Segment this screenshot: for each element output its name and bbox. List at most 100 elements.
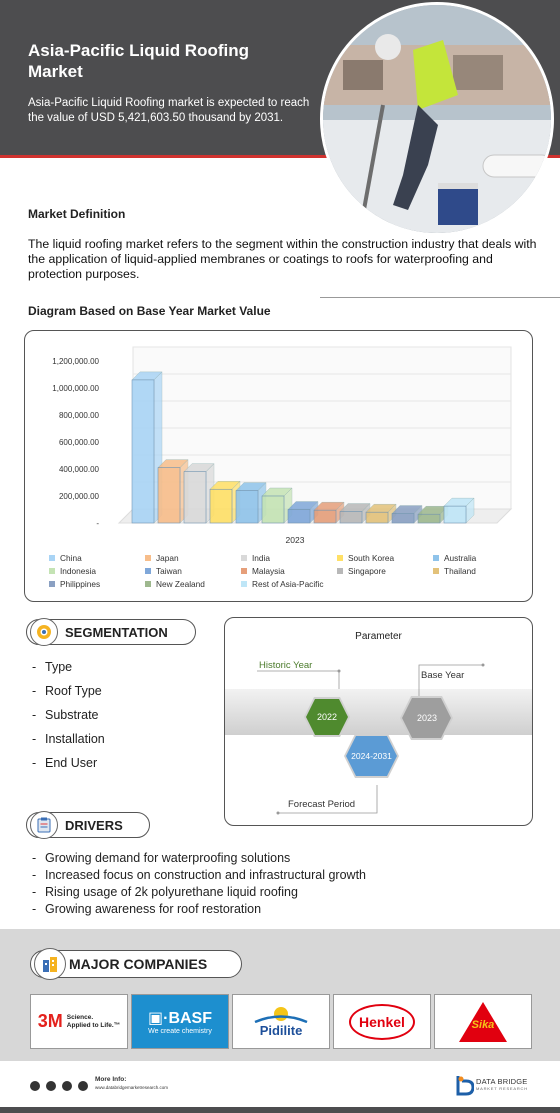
legend-swatch: [337, 568, 343, 574]
brand-name: DATA BRIDGE: [476, 1077, 528, 1086]
pidilite-logo: Pidilite: [232, 994, 330, 1049]
forecast-period-value: 2024-2031: [351, 751, 392, 761]
data-bridge-logo: DATA BRIDGE MARKET RESEARCH: [456, 1072, 546, 1098]
footer: More Info: www.databridgemarketresearch.…: [0, 1061, 560, 1113]
brand-subtitle: MARKET RESEARCH: [476, 1086, 528, 1091]
y-tick-label: 400,000.00: [59, 465, 100, 474]
twitter-icon[interactable]: [62, 1081, 72, 1091]
major-companies-pill: MAJOR COMPANIES: [30, 948, 242, 980]
chart-legend: China Japan India South Korea Australia Indon…: [49, 553, 519, 589]
y-tick-label: 800,000.00: [59, 411, 100, 420]
legend-label: Thailand: [444, 566, 476, 576]
hero-worker-photo: [320, 2, 554, 236]
legend-label: Malaysia: [252, 566, 285, 576]
drivers-list: Growing demand for waterproofing solutio…: [32, 851, 366, 919]
legend-item: Japan: [145, 553, 241, 563]
pidilite-sun-icon: [254, 1007, 308, 1023]
parameter-panel: Parameter Historic Year Base Year Foreca…: [224, 617, 533, 826]
legend-item: South Korea: [337, 553, 433, 563]
legend-swatch: [433, 555, 439, 561]
legend-item: Singapore: [337, 566, 433, 576]
bar: [339, 511, 363, 524]
legend-label: Rest of Asia-Pacific: [252, 579, 324, 589]
bar: [209, 488, 233, 524]
3m-wordmark: 3M: [37, 1011, 63, 1031]
legend-item: Australia: [433, 553, 529, 563]
drivers-pill: DRIVERS: [26, 811, 150, 839]
henkel-wordmark: Henkel: [359, 1013, 405, 1030]
bar: [287, 509, 311, 524]
facebook-icon[interactable]: [46, 1081, 56, 1091]
whatsapp-icon[interactable]: [30, 1081, 40, 1091]
segmentation-list: Type Roof Type Substrate Installation En…: [32, 660, 105, 780]
list-item: Rising usage of 2k polyurethane liquid r…: [32, 885, 366, 902]
legend-swatch: [49, 581, 55, 587]
legend-item: India: [241, 553, 337, 563]
list-item: Installation: [32, 732, 105, 756]
legend-swatch: [49, 555, 55, 561]
base-year-label: Base Year: [421, 670, 465, 681]
company-logos: 3M Science. Applied to Life.™ ▣·BASF We c…: [30, 994, 533, 1049]
list-item: Increased focus on construction and infr…: [32, 868, 366, 885]
bar: [261, 495, 285, 524]
list-item: Growing demand for waterproofing solutio…: [32, 851, 366, 868]
pidilite-wordmark: Pidilite: [259, 1023, 303, 1038]
website-link[interactable]: www.databridgemarketresearch.com: [95, 1085, 169, 1090]
legend-label: Japan: [156, 553, 179, 563]
bar: [183, 471, 207, 524]
instagram-icon[interactable]: [78, 1081, 88, 1091]
legend-item: Malaysia: [241, 566, 337, 576]
sika-wordmark: Sika: [471, 1019, 495, 1031]
forecast-period-hex: [346, 736, 397, 776]
timeline-graphic: [257, 663, 485, 815]
major-companies-label: MAJOR COMPANIES: [69, 956, 208, 972]
legend-item: Rest of Asia-Pacific: [241, 579, 337, 589]
bar: [391, 513, 415, 524]
y-tick-label: 600,000.00: [59, 438, 100, 447]
historic-year-value: 2022: [316, 712, 338, 722]
base-year-value: 2023: [416, 713, 438, 723]
legend-item: Philippines: [49, 579, 145, 589]
legend-label: Singapore: [348, 566, 386, 576]
segmentation-label: SEGMENTATION: [65, 624, 168, 640]
drivers-label: DRIVERS: [65, 817, 123, 833]
bar: [443, 505, 467, 524]
social-links: [30, 1081, 88, 1091]
henkel-logo: Henkel: [333, 994, 431, 1049]
legend-swatch: [241, 568, 247, 574]
legend-label: China: [60, 553, 82, 563]
legend-swatch: [145, 568, 151, 574]
legend-label: Philippines: [60, 579, 101, 589]
historic-year-hex: [306, 699, 348, 735]
more-info-label: More Info:: [95, 1076, 127, 1083]
legend-item: New Zealand: [145, 579, 241, 589]
diagram-heading: Diagram Based on Base Year Market Value: [28, 304, 271, 318]
basf-wordmark: ▣·BASF: [147, 1010, 212, 1027]
legend-item: Indonesia: [49, 566, 145, 576]
market-definition-heading: Market Definition: [28, 207, 126, 221]
legend-swatch: [337, 555, 343, 561]
sika-triangle-icon: [459, 1001, 507, 1042]
x-axis-label: 2023: [286, 535, 305, 545]
page-title: Asia-Pacific Liquid Roofing Market: [28, 41, 250, 81]
clipboard-icon: [30, 811, 58, 839]
3m-logo: 3M Science. Applied to Life.™: [30, 994, 128, 1049]
parameter-title: Parameter: [355, 631, 402, 642]
list-item: Roof Type: [32, 684, 105, 708]
bar: [313, 509, 337, 524]
y-tick-label: -: [96, 519, 99, 528]
legend-item: Taiwan: [145, 566, 241, 576]
basf-logo: ▣·BASF We create chemistry: [131, 994, 229, 1049]
basf-tagline: We create chemistry: [148, 1028, 212, 1035]
historic-year-label: Historic Year: [259, 660, 313, 671]
legend-swatch: [49, 568, 55, 574]
y-tick-label: 1,000,000.00: [52, 384, 99, 393]
y-tick-label: 1,200,000.00: [52, 357, 99, 366]
legend-label: Indonesia: [60, 566, 96, 576]
bar-chart-svg: 1,200,000.00 1,000,000.00 800,000.00 600,00…: [52, 346, 513, 545]
legend-swatch: [433, 568, 439, 574]
legend-label: New Zealand: [156, 579, 205, 589]
legend-swatch: [241, 555, 247, 561]
bar: [235, 490, 259, 524]
legend-label: India: [252, 553, 270, 563]
